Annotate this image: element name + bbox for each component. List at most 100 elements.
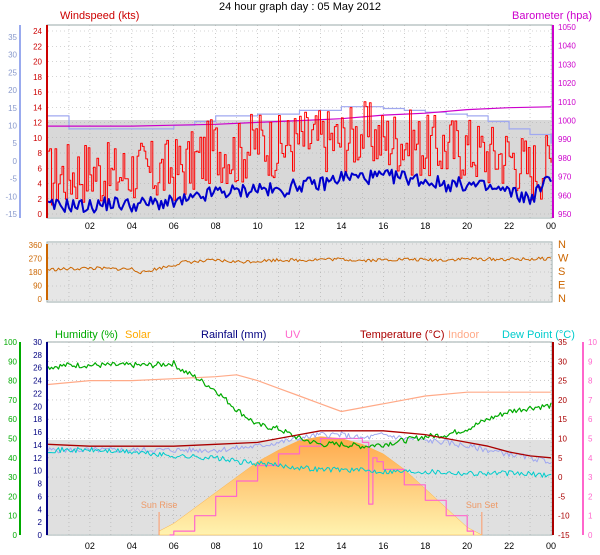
x-tick-label: 12 [294,221,304,231]
compass-label: N [558,239,566,251]
x-tick-label: 14 [336,221,346,231]
baro-tick-label: 960 [558,191,572,200]
compass-label: N [558,293,566,305]
series-outdoor-light [48,106,552,144]
series-temperature [47,430,552,459]
temp-tick-label: 20 [558,396,567,405]
series-humidity [47,360,552,450]
barometer-label: Barometer (hpa) [512,10,592,22]
winddir-tick-label: 0 [38,295,43,304]
rain-tick-label: 14 [33,441,42,450]
rain-tick-label: 8 [38,480,43,489]
winddir-tick-label: 180 [29,268,43,277]
x-tick-label: 22 [504,541,514,551]
baro-tick-label: 990 [558,135,572,144]
temp-tick-label: 30 [558,357,567,366]
uv-tick-label: 5 [588,435,593,444]
legend-entry: Temperature (°C) [360,329,444,341]
uv-tick-label: 4 [588,454,593,463]
uv-tick-label: 1 [588,512,593,521]
rain-tick-label: 12 [33,454,42,463]
uv-tick-label: 6 [588,415,593,424]
temp-tick-label: 15 [558,415,567,424]
baro-tick-label: 1050 [558,23,576,32]
series-gust [48,101,552,207]
legend-entry: Humidity (%) [55,329,118,341]
temp-tick-label: -10 [558,512,570,521]
rain-tick-label: 28 [33,351,42,360]
rain-tick-label: 18 [33,415,42,424]
outer-tick-label: 0 [13,157,18,166]
winddir-tick-label: 270 [29,255,43,264]
humidity-tick-label: 50 [8,435,17,444]
series-indoor [47,374,551,413]
winddir-tick-label: 90 [33,282,42,291]
temp-tick-label: 35 [558,338,567,347]
x-tick-label: 04 [127,221,137,231]
sun-annotation: Sun Rise [141,500,178,510]
outer-tick-label: 20 [8,86,17,95]
baro-tick-label: 950 [558,210,572,219]
humidity-tick-label: 40 [8,454,17,463]
rain-tick-label: 16 [33,428,42,437]
compass-label: E [558,280,565,292]
humidity-tick-label: 80 [8,377,17,386]
x-tick-label: 08 [211,541,221,551]
outer-tick-label: 30 [8,51,17,60]
uv-tick-label: 8 [588,377,593,386]
humidity-tick-label: 60 [8,415,17,424]
x-tick-label: 10 [253,541,263,551]
baro-tick-label: 1030 [558,60,576,69]
humidity-tick-label: 0 [13,531,18,540]
wind-tick-label: 0 [38,210,43,219]
humidity-tick-label: 100 [4,338,18,347]
legend-entry: Solar [125,329,151,341]
humidity-tick-label: 30 [8,473,17,482]
x-tick-label: 18 [420,221,430,231]
humidity-tick-label: 90 [8,357,17,366]
x-tick-label: 06 [169,221,179,231]
x-tick-label: 22 [504,221,514,231]
series-temp-light [47,431,552,464]
rain-tick-label: 20 [33,402,42,411]
legend-entry: UV [285,329,301,341]
wind-tick-label: 10 [33,134,42,143]
rain-tick-label: 6 [38,492,43,501]
sun-annotation: Sun Set [466,500,499,510]
outer-tick-label: 5 [13,139,18,148]
wind-tick-label: 16 [33,88,42,97]
series-uv [169,437,475,536]
uv-tick-label: 10 [588,338,597,347]
wind-tick-label: 12 [33,119,42,128]
temp-tick-label: -15 [558,531,570,540]
outer-tick-label: 10 [8,122,17,131]
legend-entry: Dew Point (°C) [502,329,575,341]
windspeed-label: Windspeed (kts) [60,10,139,22]
temp-tick-label: -5 [558,492,566,501]
temperature-humidity-panel: Humidity (%) Solar Rainfall (mm) UV Temperat… [4,329,598,551]
outer-tick-label: 35 [8,33,17,42]
x-tick-label: 08 [211,221,221,231]
wind-tick-label: 24 [33,27,42,36]
x-tick-label: 04 [127,541,137,551]
humidity-tick-label: 20 [8,492,17,501]
temp-tick-label: 25 [558,377,567,386]
x-tick-label: 16 [378,221,388,231]
baro-tick-label: 1000 [558,117,576,126]
wind-tick-label: 22 [33,42,42,51]
series-dewpoint [47,446,552,478]
x-tick-label: 12 [294,541,304,551]
uv-tick-label: 0 [588,531,593,540]
baro-tick-label: 1040 [558,42,576,51]
series-wind-direction [47,256,552,275]
x-tick-label: 02 [85,221,95,231]
x-tick-label: 20 [462,541,472,551]
rain-tick-label: 22 [33,389,42,398]
graph-title: 24 hour graph day : 05 May 2012 [219,1,381,13]
rain-tick-label: 10 [33,467,42,476]
series-wind-avg [47,168,552,214]
wind-tick-label: 18 [33,73,42,82]
wind-tick-label: 2 [38,195,43,204]
